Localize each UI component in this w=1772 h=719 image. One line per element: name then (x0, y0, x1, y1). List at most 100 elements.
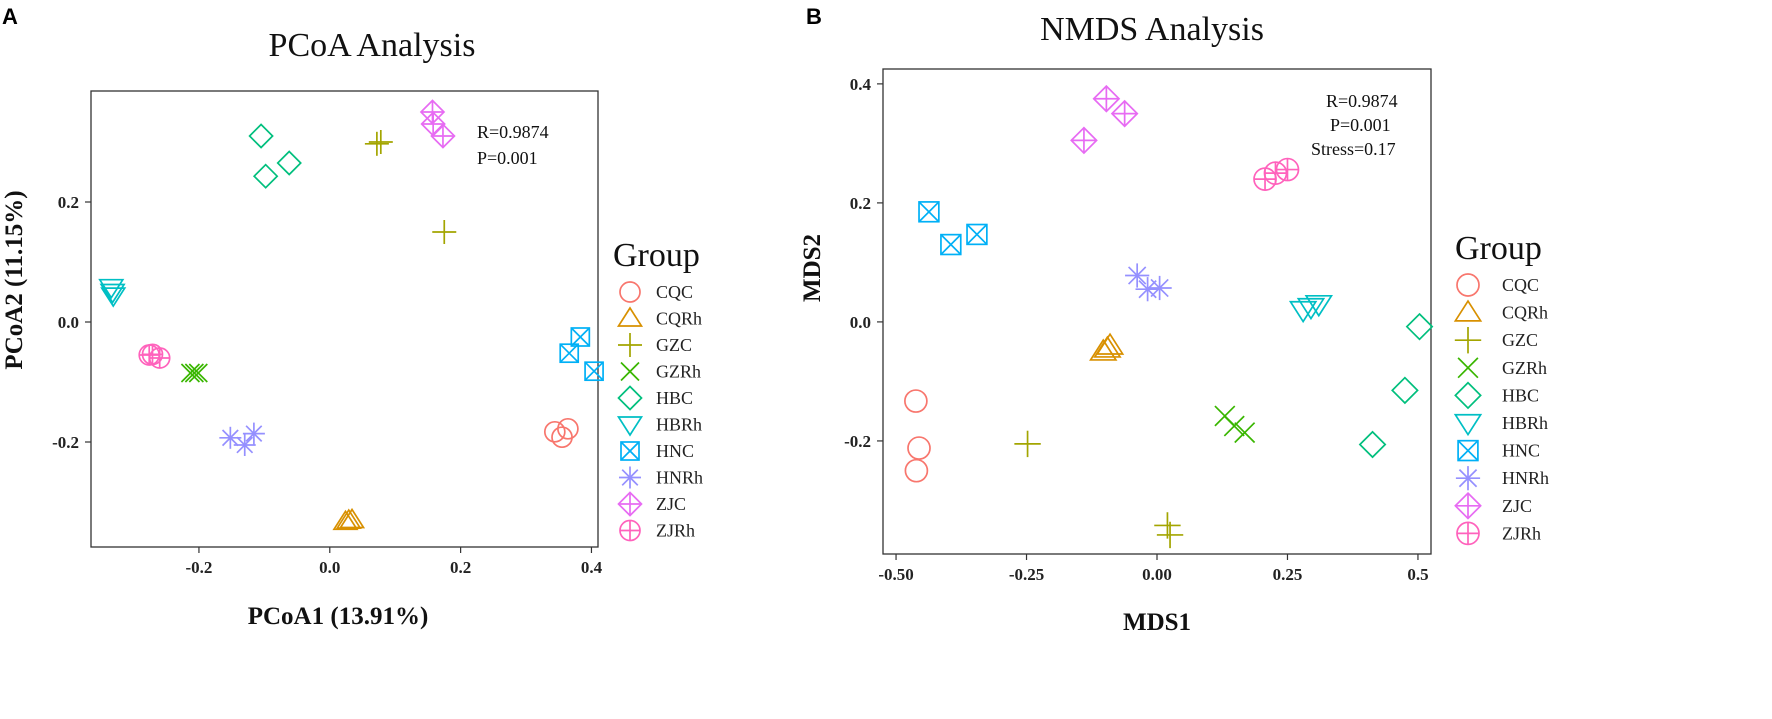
legend-item-zjrh: ZJRh (1456, 521, 1541, 546)
panel-b-plot-area (882, 68, 1432, 555)
point-hbc (1391, 376, 1419, 405)
panel-b-title: NMDS Analysis (1040, 11, 1264, 48)
legend-item-hbc: HBC (1454, 381, 1539, 410)
point-gzrh (184, 363, 204, 383)
legend-item-hbc: HBC (617, 385, 693, 411)
panel-b-y-tick-label: 0.0 (850, 313, 871, 332)
legend-label: CQRh (1502, 303, 1548, 323)
panel-a-legend-title: Group (613, 237, 700, 274)
point-cqc (904, 458, 929, 483)
legend-key-asterisk-icon (619, 466, 641, 489)
panel-b-legend-title: Group (1455, 230, 1542, 267)
legend-key-plus-icon (1454, 327, 1482, 354)
point-hbrh (1296, 297, 1326, 321)
legend-item-hnrh: HNRh (619, 466, 703, 489)
legend-item-cqc: CQC (619, 281, 693, 303)
panel-b-y-axis-title: MDS2 (799, 234, 826, 302)
point-hbrh (1304, 294, 1333, 318)
panel-b-y-tick-label: 0.2 (850, 194, 871, 213)
legend-item-gzrh: GZRh (620, 361, 701, 382)
legend-key-triangle-icon (616, 306, 644, 327)
point-hnc (940, 233, 962, 256)
legend-key-triangle-icon (1453, 299, 1483, 322)
point-gzc (1014, 430, 1041, 458)
point-gzc (364, 131, 389, 156)
legend-item-cqrh: CQRh (1453, 299, 1548, 323)
point-hnc (918, 201, 940, 223)
panel-b-legend: Group CQC CQRh GZC GZRh HBC HBRh HNC HNRh ZJC ZJR… (1453, 230, 1549, 546)
legend-key-cross-icon (1457, 357, 1479, 379)
point-gzrh (1234, 422, 1256, 444)
point-gzrh (188, 363, 208, 383)
point-hnrh (233, 434, 256, 456)
legend-key-triangle-down-icon (1453, 413, 1483, 437)
point-gzc (1156, 521, 1184, 549)
legend-label: CQC (656, 282, 693, 302)
point-cqc (907, 436, 931, 460)
panel-b-x-tick-label: 0.25 (1273, 565, 1303, 584)
point-zjc (1070, 126, 1098, 155)
legend-key-square-cross-icon (1457, 439, 1479, 462)
legend-key-cross-icon (620, 361, 640, 382)
panel-b-x-tick-label: 0.5 (1407, 565, 1428, 584)
panel-a-plot-area (90, 90, 599, 548)
legend-item-hnrh: HNRh (1455, 466, 1549, 491)
point-cqc (543, 420, 566, 443)
point-hnc (584, 361, 604, 382)
legend-label: HNC (1502, 441, 1540, 461)
legend-item-hnc: HNC (1457, 439, 1540, 462)
legend-key-diamond-plus-icon (617, 491, 643, 517)
legend-key-circle-plus-icon (1456, 521, 1480, 546)
legend-key-triangle-down-icon (616, 416, 644, 437)
legend-item-cqc: CQC (1456, 273, 1539, 297)
panel-a-r-stat: R=0.9874 (477, 122, 549, 142)
panel-b-stress-stat: Stress=0.17 (1311, 139, 1396, 159)
panel-b-x-tick-label: -0.25 (1009, 565, 1044, 584)
legend-label: GZRh (656, 362, 701, 382)
panel-a-y-tick-label: 0.0 (58, 313, 79, 332)
point-hnrh (242, 422, 265, 445)
point-gzc (368, 130, 393, 154)
legend-key-circle-plus-icon (619, 519, 641, 542)
legend-item-gzrh: GZRh (1457, 357, 1547, 379)
legend-key-diamond-icon (1454, 381, 1482, 410)
legend-label: HBRh (656, 415, 702, 435)
point-zjrh (1263, 161, 1288, 185)
panel-b-y-tick-label: -0.2 (844, 432, 871, 451)
legend-label: HNC (656, 441, 694, 461)
panel-b: B NMDS Analysis -0.50 -0.25 0.00 0.25 0.5 -0… (799, 4, 1549, 636)
panel-b-x-tick-label: 0.00 (1142, 565, 1172, 584)
point-hnc (966, 223, 988, 246)
legend-label: CQC (1502, 275, 1539, 295)
point-hbrh (1288, 300, 1318, 324)
panel-a-y-tick-label: -0.2 (52, 433, 79, 452)
point-gzrh (180, 363, 201, 383)
panel-a-y-tick-label: 0.2 (58, 193, 79, 212)
panel-a-x-tick-label: 0.4 (581, 558, 603, 577)
legend-label: ZJRh (1502, 523, 1541, 543)
point-zjc (1110, 99, 1139, 128)
legend-key-square-cross-icon (620, 441, 640, 461)
point-cqc (551, 426, 573, 449)
panel-a-x-tick-label: 0.2 (450, 558, 471, 577)
panel-a-letter: A (2, 4, 18, 29)
panel-a-points (98, 99, 604, 531)
legend-label: HBC (1502, 385, 1539, 405)
legend-label: ZJRh (656, 521, 695, 541)
legend-label: HBC (656, 388, 693, 408)
point-cqrh (1089, 338, 1118, 361)
point-hbc (248, 123, 274, 149)
panel-b-y-tick-label: 0.4 (850, 75, 872, 94)
panel-a-x-tick-label: -0.2 (185, 558, 212, 577)
legend-label: GZC (1502, 330, 1538, 350)
legend-key-diamond-plus-icon (1454, 491, 1482, 520)
legend-label: ZJC (1502, 496, 1532, 516)
legend-item-gzc: GZC (1454, 327, 1538, 354)
panel-a-x-axis-title: PCoA1 (13.91%) (248, 603, 429, 630)
legend-label: GZRh (1502, 358, 1547, 378)
legend-item-hbrh: HBRh (1453, 413, 1548, 437)
point-hnrh (1135, 277, 1160, 302)
point-hbc (1358, 430, 1387, 459)
panel-b-x-axis: -0.50 -0.25 0.00 0.25 0.5 (878, 554, 1429, 584)
